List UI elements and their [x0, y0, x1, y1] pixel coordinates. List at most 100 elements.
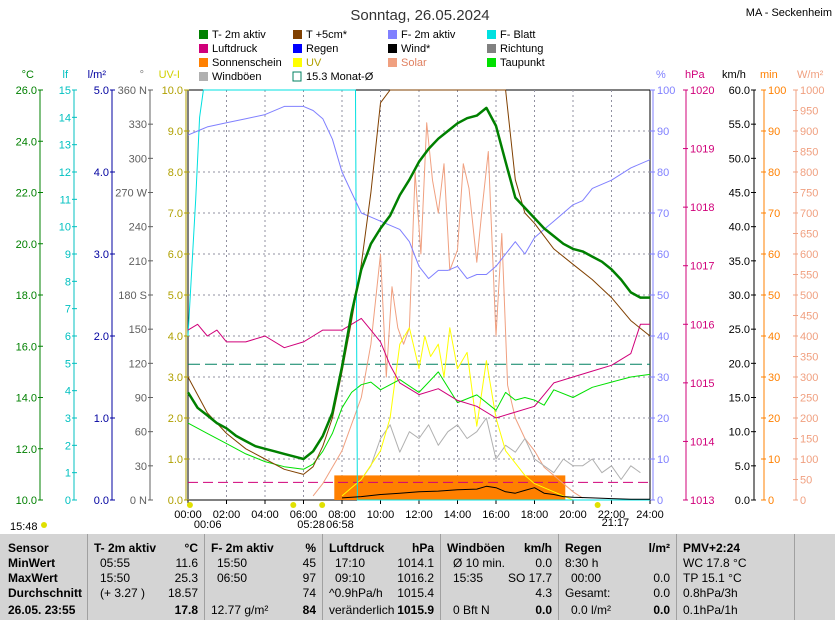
time-marker-label: 05:28 — [297, 519, 325, 531]
axis-tick-label: 180 S — [118, 290, 147, 302]
axis-tick-label: 16.0 — [16, 341, 37, 353]
summary-panel: Sensor MinWert MaxWert Durchschnitt 26.0… — [0, 534, 835, 620]
hum-max-time: 06:50 — [217, 571, 248, 585]
press-min-time: 17:10 — [335, 556, 366, 570]
time-tick-label: 04:00 — [251, 509, 279, 521]
press-avg-value: 1015.4 — [397, 586, 434, 600]
axis-unit: l/m² — [88, 69, 107, 81]
legend-label: Regen — [306, 43, 338, 55]
axis-unit: °C — [22, 69, 34, 81]
series-uv — [341, 327, 574, 501]
axis-tick-label: 500 — [800, 290, 818, 302]
axis-tick-label: 20.0 — [16, 239, 37, 251]
col-temp: T- 2m aktiv °C 05:55 11.6 15:50 25.3 (+ … — [88, 534, 205, 620]
time-tick-label: 08:00 — [328, 509, 356, 521]
rain-total-label: Gesamt: — [565, 586, 611, 600]
axis-tick-label: 60 — [657, 249, 669, 261]
legend-label: Wind* — [401, 43, 431, 55]
press-max-value: 1016.2 — [397, 571, 434, 585]
axis-tick-label: 14.0 — [16, 393, 37, 405]
axis-tick-label: 70 — [657, 208, 669, 220]
axis-tick-label: 40 — [768, 331, 780, 343]
axis-tick-label: 50 — [657, 290, 669, 302]
legend-label: 15.3 Monat-Ø — [306, 71, 374, 83]
axis-tick-label: 15 — [59, 85, 71, 97]
legend-swatch — [388, 58, 397, 67]
rain-duration: 8:30 h — [565, 556, 599, 570]
sunshine-block — [334, 475, 566, 500]
axis-tick-label: 350 — [800, 352, 818, 364]
wind-head: Windböen — [447, 541, 505, 555]
axis-tick-label: 7 — [65, 304, 71, 316]
legend-label: F- 2m aktiv — [401, 29, 456, 41]
time-tick-label: 14:00 — [444, 509, 472, 521]
axis-tick-label: 10 — [768, 454, 780, 466]
rain-value: 0.0 — [653, 571, 670, 585]
axis-tick-label: 330 — [129, 119, 147, 131]
axis-tick-label: 550 — [800, 270, 818, 282]
axis-tick-label: 600 — [800, 249, 818, 261]
axis-tick-label: 2.0 — [168, 413, 183, 425]
legend-label: F- Blatt — [500, 29, 535, 41]
axis-tick-label: 1020 — [690, 85, 714, 97]
axis-tick-label: 210 — [129, 256, 147, 268]
axis-tick-label: 900 — [800, 126, 818, 138]
col-pmv: PMV+2:24 WC 17.8 °C TP 15.1 °C 0.8hPa/3h… — [677, 534, 795, 620]
axis-tick-label: 150 — [800, 434, 818, 446]
rain-time: 00:00 — [571, 571, 602, 585]
axis-tick-label: 40.0 — [729, 222, 750, 234]
legend: T- 2m aktiv T +5cm* F- 2m aktiv F- Blatt Luf… — [199, 29, 545, 83]
axis-tick-label: 950 — [800, 106, 818, 118]
legend-swatch — [292, 71, 302, 82]
station-name: MA - Seckenheim — [746, 7, 832, 19]
current-date: 26.05. 23:55 — [8, 603, 76, 617]
col-rain: Regen l/m² 8:30 h 00:00 0.0 Gesamt: 0.0 … — [559, 534, 677, 620]
axis-tick-label: 0 — [65, 495, 71, 507]
pmv-p1h: 0.1hPa/1h — [683, 603, 738, 617]
plot-area — [186, 89, 651, 501]
hum-unit: % — [305, 541, 316, 555]
axis-tick-label: 5.0 — [735, 461, 750, 473]
axis-tick-label: 22.0 — [16, 188, 37, 200]
legend-swatch — [293, 44, 302, 53]
time-tick-label: 02:00 — [213, 509, 241, 521]
rain-total-value: 0.0 — [653, 586, 670, 600]
axis-tick-label: 26.0 — [16, 85, 37, 97]
axis-tick-label: 200 — [800, 413, 818, 425]
series-wind- — [341, 485, 650, 500]
series-t-2m-aktiv — [186, 106, 650, 461]
axis-tick-label: 10 — [657, 454, 669, 466]
temp-head: T- 2m aktiv — [94, 541, 157, 555]
col-pressure: Luftdruck hPa 17:10 1014.1 09:10 1016.2 … — [323, 534, 441, 620]
axis-tick-label: 0 — [800, 495, 806, 507]
axis-tick-label: 60 — [135, 427, 147, 439]
series-t-5cm- — [187, 89, 651, 475]
temp-max-value: 25.3 — [174, 571, 198, 585]
axis-tick-label: 90 — [657, 126, 669, 138]
rain-intensity: 0.0 l/m² — [571, 603, 612, 617]
time-tick-label: 16:00 — [482, 509, 510, 521]
legend-swatch — [199, 58, 208, 67]
axis-tick-label: 750 — [800, 188, 818, 200]
axis-tick-label: 30.0 — [729, 290, 750, 302]
axis-tick-label: 650 — [800, 229, 818, 241]
axis-tick-label: 80 — [657, 167, 669, 179]
axis-tick-label: 100 — [800, 454, 818, 466]
axis-tick-label: 70 — [768, 208, 780, 220]
axis-tick-label: 80 — [768, 167, 780, 179]
axis-tick-label: 360 N — [118, 85, 147, 97]
legend-swatch — [487, 58, 496, 67]
series-f-blatt — [187, 89, 650, 501]
legend-swatch — [293, 58, 302, 67]
axis-tick-label: 12 — [59, 167, 71, 179]
axis-tick-label: 100 — [657, 85, 675, 97]
wind-avg-label: Ø 10 min. — [453, 556, 506, 570]
axis-tick-label: 60 — [768, 249, 780, 261]
axis-tick-label: 90 — [135, 393, 147, 405]
axis-tick-label: 5.0 — [168, 290, 183, 302]
pmv-head: PMV+2:24 — [683, 541, 741, 555]
legend-swatch — [199, 30, 208, 39]
axis-tick-label: 850 — [800, 147, 818, 159]
legend-label: T- 2m aktiv — [212, 29, 266, 41]
axis-unit: ° — [140, 69, 144, 81]
